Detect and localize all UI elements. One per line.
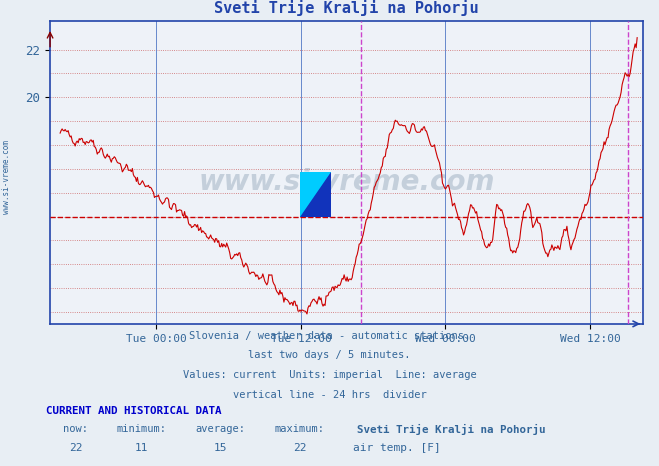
Text: now:: now: [63,424,88,434]
Text: vertical line - 24 hrs  divider: vertical line - 24 hrs divider [233,390,426,399]
Text: Slovenia / weather data - automatic stations.: Slovenia / weather data - automatic stat… [189,331,470,341]
Title: Sveti Trije Kralji na Pohorju: Sveti Trije Kralji na Pohorju [214,0,479,16]
Text: maximum:: maximum: [275,424,325,434]
Text: minimum:: minimum: [117,424,167,434]
Polygon shape [300,172,331,217]
Text: average:: average: [196,424,246,434]
Text: last two days / 5 minutes.: last two days / 5 minutes. [248,350,411,360]
Text: 11: 11 [135,443,148,452]
Text: 22: 22 [69,443,82,452]
Text: CURRENT AND HISTORICAL DATA: CURRENT AND HISTORICAL DATA [46,406,221,416]
Text: Sveti Trije Kralji na Pohorju: Sveti Trije Kralji na Pohorju [357,424,546,435]
Text: Values: current  Units: imperial  Line: average: Values: current Units: imperial Line: av… [183,370,476,380]
Polygon shape [300,172,331,217]
Text: 22: 22 [293,443,306,452]
Text: air temp. [F]: air temp. [F] [353,443,440,452]
Text: www.si-vreme.com: www.si-vreme.com [2,140,11,214]
Text: www.si-vreme.com: www.si-vreme.com [198,167,495,196]
Text: 15: 15 [214,443,227,452]
